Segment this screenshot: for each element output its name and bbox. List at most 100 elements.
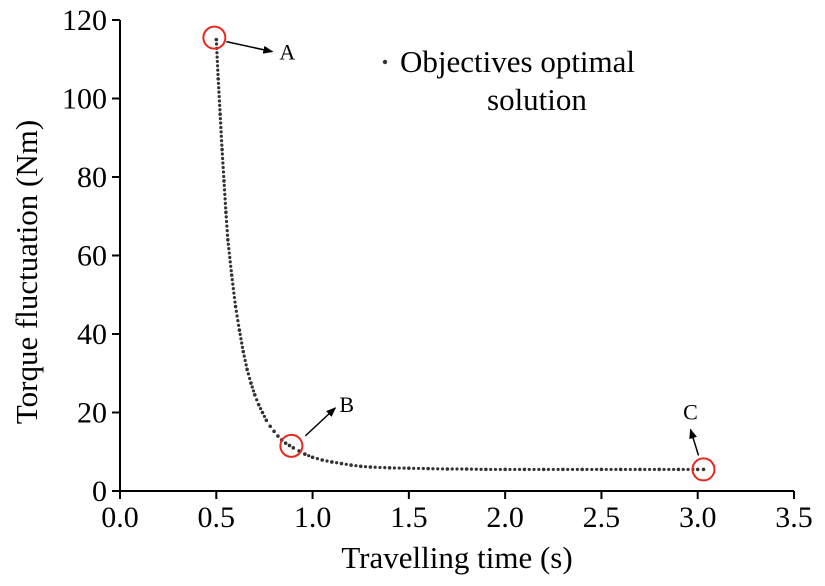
data-point-fill	[236, 319, 240, 323]
y-tick-label-6: 120	[62, 4, 107, 37]
data-point-fill	[662, 467, 666, 472]
data-point-fill	[315, 457, 319, 461]
x-tick-label-6: 3.0	[679, 501, 717, 534]
annotations: A B C	[202, 25, 716, 482]
annotation-label-b: B	[339, 392, 354, 417]
data-point-fill	[240, 345, 245, 349]
data-point-fill	[217, 86, 221, 90]
data-point-fill	[383, 466, 387, 470]
data-point	[214, 37, 219, 42]
data-point-fill	[647, 467, 652, 472]
data-point-fill	[614, 467, 618, 472]
data-point-fill	[672, 467, 676, 472]
data-point-fill	[225, 224, 229, 228]
data-point-fill	[633, 467, 637, 472]
legend-marker	[382, 59, 388, 65]
data-point-fill	[234, 309, 238, 313]
y-axis-title: Torque fluctuation (Nm)	[9, 120, 44, 424]
data-point	[580, 467, 584, 472]
data-point	[407, 466, 411, 471]
data-point	[283, 441, 288, 445]
data-point-fill	[251, 389, 256, 393]
data-point-fill	[218, 108, 222, 112]
data-point-fill	[219, 125, 223, 130]
data-point-fill	[643, 467, 647, 472]
data-point	[216, 77, 221, 81]
data-point	[310, 455, 315, 460]
data-point-fill	[474, 467, 478, 471]
annotation-arrow-a	[226, 40, 274, 54]
data-point-fill	[392, 466, 397, 470]
data-point	[249, 381, 253, 385]
legend-label-line2: solution	[487, 82, 587, 117]
data-point	[676, 467, 681, 472]
data-point	[349, 463, 353, 467]
data-point-fill	[214, 42, 219, 46]
data-point-fill	[216, 68, 220, 72]
highlight-circle-a	[202, 25, 227, 50]
data-point-fill	[590, 467, 594, 472]
x-tick-label-2: 1.0	[294, 501, 332, 534]
data-point-fill	[681, 467, 685, 472]
x-axis-title: Travelling time (s)	[341, 540, 572, 575]
data-point-fill	[493, 467, 498, 472]
data-point-fill	[258, 406, 263, 411]
data-point-fill	[235, 314, 239, 318]
annotation-arrow-c	[689, 428, 700, 456]
data-point-fill	[238, 332, 242, 336]
data-point-fill	[250, 385, 254, 389]
data-point-fill	[498, 467, 502, 472]
data-point-fill	[604, 467, 608, 472]
data-point-fill	[229, 269, 233, 273]
data-point-fill	[373, 465, 377, 469]
data-point-fill	[219, 130, 223, 134]
data-point-fill	[224, 206, 228, 210]
data-point-fill	[224, 215, 228, 219]
data-point-fill	[219, 134, 223, 138]
data-point-fill	[307, 454, 311, 458]
data-point	[222, 179, 226, 183]
data-point-fill	[237, 323, 241, 327]
data-point	[245, 367, 249, 372]
legend-label-line1: Objectives optimal	[400, 44, 635, 79]
data-point-fill	[231, 286, 235, 291]
data-point	[272, 429, 276, 434]
data-point-fill	[228, 255, 232, 260]
data-point-fill	[686, 467, 690, 472]
data-point-fill	[227, 251, 231, 255]
data-point	[368, 465, 373, 469]
data-points	[214, 37, 706, 472]
data-point-fill	[440, 467, 445, 471]
data-point-fill	[652, 467, 656, 472]
data-point-fill	[232, 295, 237, 300]
data-point-fill	[517, 467, 522, 472]
data-point-fill	[215, 55, 219, 59]
data-point-fill	[243, 358, 247, 363]
annotation-label-c: C	[683, 399, 698, 424]
data-point-fill	[431, 467, 435, 471]
y-tick-label-3: 60	[77, 240, 107, 273]
annotation-label-a: A	[279, 40, 295, 65]
data-point-fill	[219, 121, 223, 125]
data-point-fill	[585, 467, 589, 472]
y-tick-label-0: 0	[92, 475, 107, 508]
data-point-fill	[537, 467, 541, 472]
data-point-fill	[354, 464, 358, 468]
data-point	[330, 460, 334, 464]
data-point	[638, 467, 642, 472]
data-point	[233, 304, 238, 309]
data-point-fill	[231, 282, 235, 286]
data-point	[256, 402, 261, 407]
data-point-fill	[513, 467, 517, 472]
x-tick-label-1: 0.5	[198, 501, 236, 534]
data-point	[291, 446, 296, 450]
data-point-fill	[667, 467, 671, 472]
highlight-circle-b	[279, 433, 304, 458]
data-point-fill	[221, 170, 226, 174]
data-point	[241, 349, 246, 354]
data-point-fill	[412, 466, 416, 470]
data-point-fill	[229, 264, 233, 268]
data-point-fill	[575, 467, 579, 472]
data-point-fill	[628, 467, 632, 472]
